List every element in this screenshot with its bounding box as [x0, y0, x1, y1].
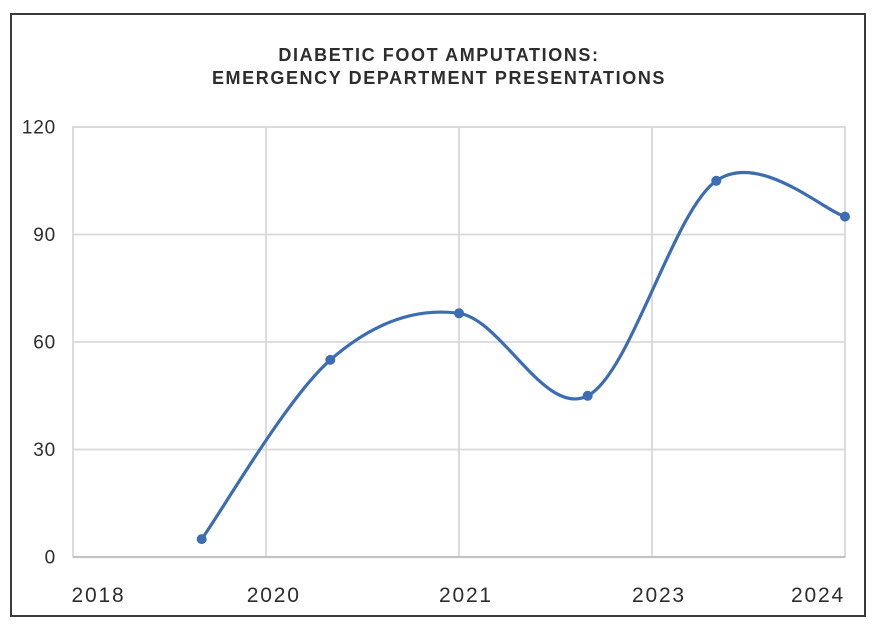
y-tick-label: 0: [45, 548, 56, 569]
x-tick-label: 2018: [72, 584, 126, 607]
x-axis-labels: 2018 2020 2021 2023 2024: [72, 584, 845, 607]
y-tick-label: 120: [22, 118, 56, 139]
gridlines: [72, 126, 846, 558]
data-point-marker: [582, 390, 593, 401]
data-point-marker: [711, 175, 722, 186]
chart-title: DIABETIC FOOT AMPUTATIONS: EMERGENCY DEP…: [0, 44, 878, 90]
data-point-marker: [840, 211, 850, 222]
series-line: [200, 171, 847, 541]
y-tick-label: 90: [33, 225, 56, 246]
chart-title-line-2: EMERGENCY DEPARTMENT PRESENTATIONS: [211, 68, 667, 88]
data-point-marker: [454, 308, 464, 319]
y-tick-label: 60: [33, 333, 56, 354]
x-tick-label: 2021: [439, 584, 493, 607]
y-axis-labels: 0 30 60 90 120: [22, 118, 56, 569]
chart-outer-border: [10, 13, 866, 617]
data-point-marker: [325, 354, 336, 365]
y-tick-label: 30: [33, 440, 56, 461]
x-tick-label: 2024: [791, 584, 845, 607]
x-tick-label: 2020: [247, 584, 301, 607]
chart-title-line-1: DIABETIC FOOT AMPUTATIONS:: [278, 45, 600, 65]
data-point-marker: [196, 534, 207, 545]
x-tick-label: 2023: [632, 584, 686, 607]
data-point-markers: [196, 175, 850, 545]
series-line-group: [200, 171, 847, 541]
